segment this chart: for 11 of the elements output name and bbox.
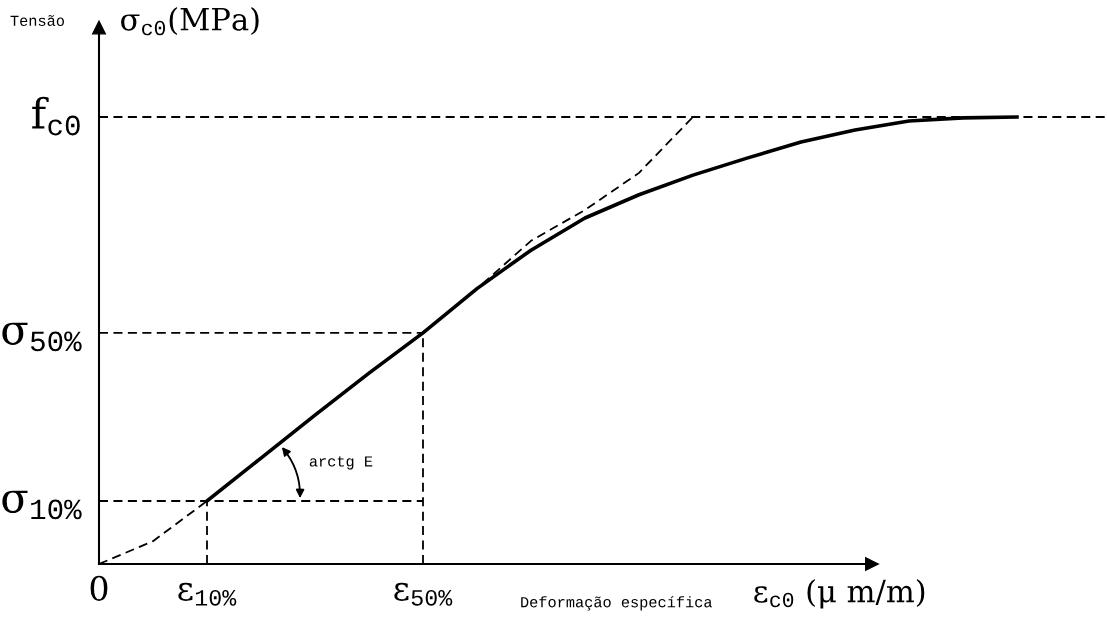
x-axis-title: Deformação específica [521, 596, 713, 611]
ref-line-label: σ$_{10%}$ [2, 490, 82, 520]
x-tick-label: ε$_{10%}$ [178, 582, 237, 606]
ref-line-label: f$_{c0}$ [32, 96, 80, 136]
text: ε$_{c0}$ (μ m/m) [754, 578, 925, 609]
x-tick-label: 0 [90, 575, 108, 601]
annotation: arctg E [309, 456, 373, 470]
text: Tensão [10, 15, 64, 26]
ref-line-label: σ$_{50%}$ [2, 322, 82, 352]
text: σ$_{c0}$(MPa) [121, 7, 259, 36]
x-tick-label: ε$_{50%}$ [394, 582, 453, 606]
